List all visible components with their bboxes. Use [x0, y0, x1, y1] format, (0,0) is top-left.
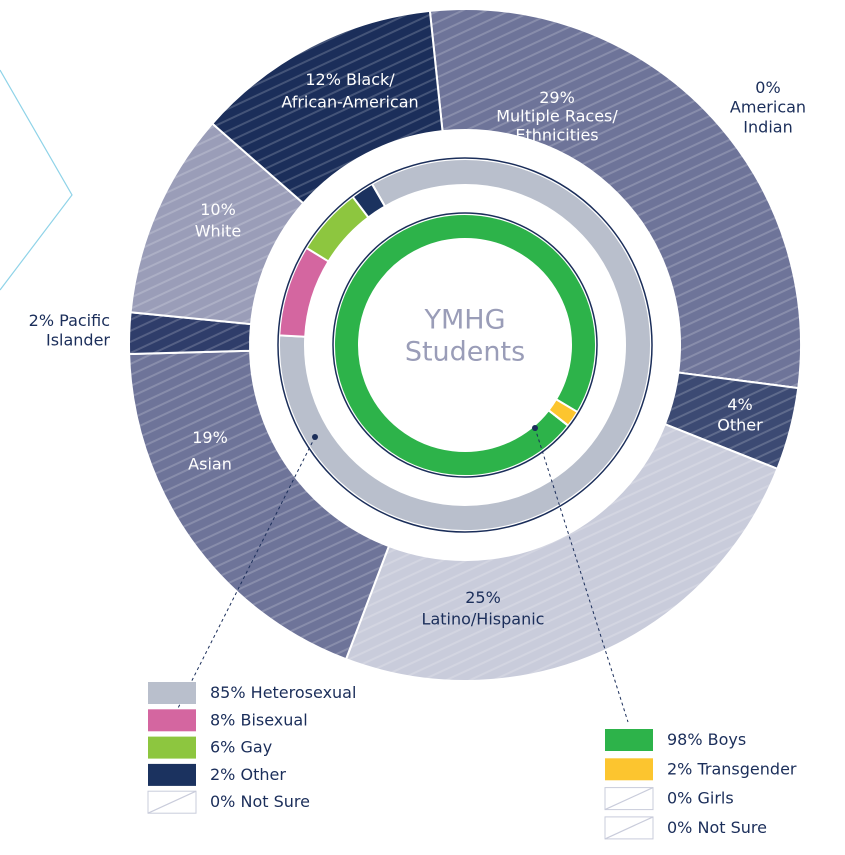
segment-texture [129, 350, 389, 660]
segment-label: 29% [539, 88, 575, 107]
category-label: Black/ [346, 70, 395, 89]
category-label: Boys [708, 730, 747, 749]
segment-texture [346, 424, 778, 681]
segment-label: 25% [465, 588, 501, 607]
segment-label: 12% Black/ [305, 70, 395, 89]
center-label: YMHG [423, 305, 505, 336]
legend-swatch [148, 709, 196, 732]
category-label: African-American [281, 93, 418, 112]
legend-label: 2% Transgender [667, 759, 797, 778]
segment [278, 246, 330, 338]
legend-swatch [605, 729, 653, 751]
value-label: 19% [192, 428, 228, 447]
value-label: 85% [210, 683, 246, 702]
value-label: 10% [200, 200, 236, 219]
value-label: 0% [210, 792, 235, 811]
segment [278, 158, 652, 532]
legend-swatch [605, 758, 653, 781]
category-label: Islander [46, 331, 110, 350]
segment-texture [429, 9, 801, 389]
segment-label: 2% Pacific [29, 311, 110, 330]
ring-outline [277, 157, 653, 533]
value-label: 8% [210, 710, 235, 729]
category-label: American [730, 98, 806, 117]
value-label: 29% [539, 88, 575, 107]
category-label: Not Sure [697, 817, 766, 836]
category-label: Indian [743, 118, 792, 137]
value-label: 2% [210, 764, 235, 783]
value-label: 4% [727, 395, 752, 414]
rings [128, 8, 802, 682]
value-label: 0% [667, 817, 692, 836]
category-label: Multiple Races/ [496, 107, 618, 126]
legend-label: 0% Not Sure [667, 817, 767, 836]
legend-label: 85% Heterosexual [210, 683, 356, 702]
segment-texture [212, 10, 443, 204]
ring-outline [332, 212, 598, 478]
value-label: 0% [667, 788, 692, 807]
leader-dot [532, 425, 538, 431]
value-label: 25% [465, 588, 501, 607]
legend-label: 6% Gay [210, 737, 272, 756]
segment-texture [130, 123, 304, 325]
legend-label: 8% Bisexual [210, 710, 308, 729]
category-label: Other [240, 764, 286, 783]
legend-label: 0% Girls [667, 788, 734, 807]
category-label: Pacific [59, 311, 110, 330]
value-label: 6% [210, 737, 235, 756]
legend-swatch [148, 736, 196, 759]
center-label: Students [405, 337, 525, 368]
legend-label: 98% Boys [667, 730, 746, 749]
legend-label: 0% Not Sure [210, 792, 310, 811]
category-label: Latino/Hispanic [422, 610, 545, 629]
category-label: Asian [188, 455, 232, 474]
segment-texture [664, 372, 799, 469]
category-label: Gay [240, 737, 272, 756]
leader-line [171, 436, 316, 721]
value-label: 2% [667, 759, 692, 778]
category-label: White [195, 222, 242, 241]
legend-swatch-slash [604, 787, 654, 811]
category-label: Bisexual [240, 710, 307, 729]
legend-swatch [148, 682, 196, 704]
category-label: Girls [697, 788, 733, 807]
leader-dot [312, 434, 318, 440]
category-label: Ethnicities [515, 126, 598, 145]
value-label: 12% [305, 70, 341, 89]
value-label: 2% [29, 311, 54, 330]
category-label: Other [717, 416, 763, 435]
legend-swatch-slash [147, 790, 197, 814]
legend-swatch [148, 763, 196, 786]
segment-label: 19% [192, 428, 228, 447]
segment [547, 397, 579, 428]
segment-texture [129, 312, 252, 355]
decor-chevron [0, 69, 73, 291]
legends: 85% Heterosexual 8% Bisexual 6% Gay 2% Othe… [147, 682, 797, 840]
segment [351, 182, 387, 219]
segment-label: 10% [200, 200, 236, 219]
category-label: Heterosexual [251, 683, 357, 702]
category-label: Not Sure [240, 792, 309, 811]
segment-label: 4% [727, 395, 752, 414]
category-label: Transgender [696, 759, 796, 778]
labels: 29%Multiple Races/Ethnicities0%AmericanI… [29, 70, 806, 629]
segment [333, 213, 597, 477]
legend-label: 2% Other [210, 764, 286, 783]
segment-label: 0% [755, 78, 780, 97]
value-label: 98% [667, 730, 703, 749]
legend-swatch-slash [604, 816, 654, 840]
value-label: 0% [755, 78, 780, 97]
